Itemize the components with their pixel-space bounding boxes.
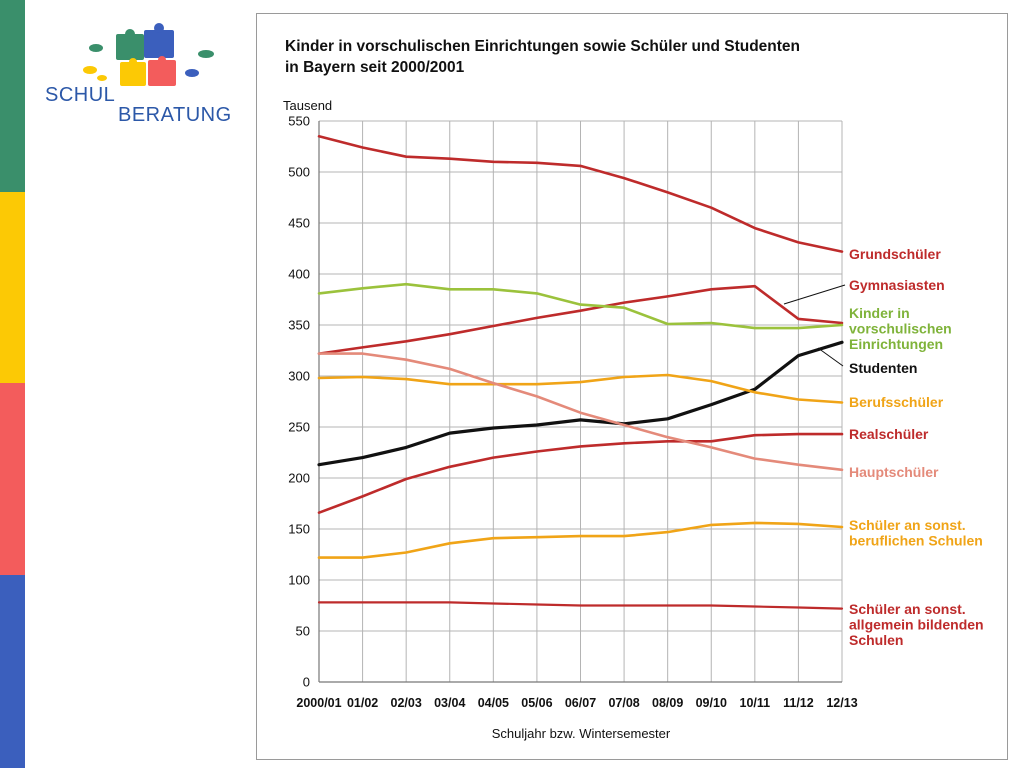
x-tick-label: 2000/01 bbox=[296, 696, 341, 710]
series-line-gymnasiasten bbox=[317, 284, 844, 355]
y-tick-label: 500 bbox=[288, 165, 310, 180]
series-label-berufsschueler: Berufsschüler bbox=[849, 394, 944, 410]
stripe-blue bbox=[0, 575, 25, 768]
y-tick-label: 350 bbox=[288, 318, 310, 333]
x-tick-label: 07/08 bbox=[608, 696, 639, 710]
x-tick-label: 08/09 bbox=[652, 696, 683, 710]
chart-title-line2: in Bayern seit 2000/2001 bbox=[285, 59, 465, 76]
x-tick-label: 09/10 bbox=[696, 696, 727, 710]
series-label-grundschueler: Grundschüler bbox=[849, 246, 941, 262]
chart-frame: Kinder in vorschulischen Einrichtungen s… bbox=[256, 13, 1008, 760]
line-chart: Kinder in vorschulischen Einrichtungen s… bbox=[283, 38, 984, 741]
x-tick-label: 01/02 bbox=[347, 696, 378, 710]
x-tick-label: 03/04 bbox=[434, 696, 465, 710]
series-line-hauptschueler bbox=[317, 352, 844, 472]
y-tick-label: 200 bbox=[288, 471, 310, 486]
series-line-grundschueler bbox=[317, 135, 844, 253]
x-tick-label: 04/05 bbox=[478, 696, 509, 710]
x-tick-label: 02/03 bbox=[391, 696, 422, 710]
stripe-yellow bbox=[0, 192, 25, 383]
series-line-studenten bbox=[317, 340, 844, 467]
leader-line-studenten bbox=[817, 347, 844, 367]
leader-line-gymnasiasten bbox=[783, 284, 846, 305]
series-label-gymnasiasten: Gymnasiasten bbox=[849, 277, 945, 293]
series-label-kinder_vorschul: Kinder in bbox=[849, 305, 910, 321]
y-tick-label: 400 bbox=[288, 267, 310, 282]
x-tick-label: 12/13 bbox=[826, 696, 857, 710]
series-label-studenten: Studenten bbox=[849, 360, 917, 376]
schulberatung-logo: SCHUL BERATUNG bbox=[40, 18, 240, 128]
series-line-sonst_allgemein bbox=[317, 601, 844, 610]
series-label-hauptschueler: Hauptschüler bbox=[849, 464, 939, 480]
x-tick-label: 10/11 bbox=[740, 696, 771, 710]
y-axis-label: Tausend bbox=[283, 98, 332, 113]
chart-title-line1: Kinder in vorschulischen Einrichtungen s… bbox=[285, 38, 800, 55]
series-label-sonst_allgemein: Schulen bbox=[849, 632, 903, 648]
x-tick-label: 06/07 bbox=[565, 696, 596, 710]
y-tick-label: 450 bbox=[288, 216, 310, 231]
y-tick-label: 50 bbox=[296, 624, 310, 639]
chart-grid bbox=[318, 120, 843, 683]
logo-word-top: SCHUL bbox=[45, 84, 116, 106]
y-tick-label: 250 bbox=[288, 420, 310, 435]
stripe-red bbox=[0, 383, 25, 575]
x-tick-label: 11/12 bbox=[783, 696, 814, 710]
y-tick-label: 300 bbox=[288, 369, 310, 384]
y-tick-label: 0 bbox=[303, 675, 310, 690]
x-tick-label: 05/06 bbox=[521, 696, 552, 710]
series-label-sonst_allgemein: Schüler an sonst. bbox=[849, 601, 966, 617]
x-axis-label: Schuljahr bzw. Wintersemester bbox=[492, 726, 671, 741]
series-label-kinder_vorschul: vorschulischen bbox=[849, 321, 952, 337]
series-label-kinder_vorschul: Einrichtungen bbox=[849, 336, 943, 352]
logo-word-bottom: BERATUNG bbox=[118, 104, 232, 126]
series-line-berufsschueler bbox=[317, 373, 844, 404]
series-label-sonst_beruflich: Schüler an sonst. bbox=[849, 517, 966, 533]
y-tick-label: 100 bbox=[288, 573, 310, 588]
series-label-sonst_allgemein: allgemein bildenden bbox=[849, 617, 984, 633]
y-tick-label: 150 bbox=[288, 522, 310, 537]
series-label-sonst_beruflich: beruflichen Schulen bbox=[849, 533, 983, 549]
y-tick-label: 550 bbox=[288, 114, 310, 129]
series-line-realschueler bbox=[317, 432, 844, 515]
series-line-kinder_vorschul bbox=[317, 282, 844, 330]
puzzle-logo-icon bbox=[83, 23, 214, 86]
series-label-realschueler: Realschüler bbox=[849, 426, 929, 442]
series-lines bbox=[317, 135, 844, 610]
series-labels: Grundschüler Gymnasiasten Kinder invorschu… bbox=[783, 246, 984, 648]
axis-ticks: 0 50 100 150 200 250 300 350 400 450 500 550 2000/01… bbox=[288, 114, 857, 711]
series-line-sonst_beruflich bbox=[317, 521, 844, 559]
stripe-green bbox=[0, 0, 25, 192]
